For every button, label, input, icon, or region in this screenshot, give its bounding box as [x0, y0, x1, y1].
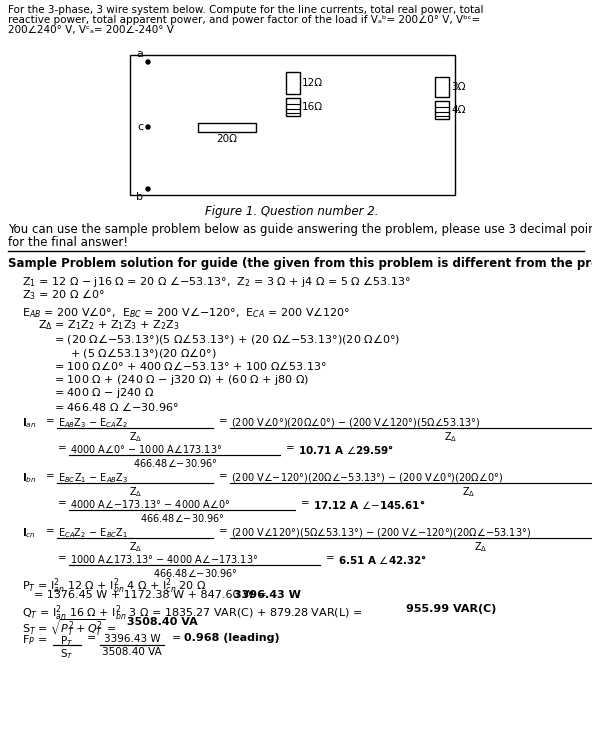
Text: =: = — [58, 553, 67, 562]
Text: = 466.48 $\Omega$ $\angle$$-$30.96°: = 466.48 $\Omega$ $\angle$$-$30.96° — [54, 399, 179, 412]
Text: Z$_3$ = 20 $\Omega$ $\angle$0°: Z$_3$ = 20 $\Omega$ $\angle$0° — [22, 288, 105, 302]
Text: =: = — [58, 442, 67, 453]
Text: =: = — [219, 525, 228, 536]
Text: = 1376.45 W + 1172.38 W + 847.60 W =: = 1376.45 W + 1172.38 W + 847.60 W = — [34, 590, 271, 600]
Text: = 100 $\Omega$ + (240 $\Omega$ $-$ j320 $\Omega$) + (60 $\Omega$ + j80 $\Omega$): = 100 $\Omega$ + (240 $\Omega$ $-$ j320 … — [54, 372, 309, 387]
Bar — [435, 101, 449, 119]
Text: 3508.40 VA: 3508.40 VA — [102, 647, 162, 657]
Text: 466.48$\angle$$-$30.96°: 466.48$\angle$$-$30.96° — [153, 567, 237, 579]
Text: 17.12 A $\angle$$-$145.61°: 17.12 A $\angle$$-$145.61° — [313, 498, 425, 510]
Text: I$_{bn}$: I$_{bn}$ — [22, 471, 37, 485]
Text: I$_{cn}$: I$_{cn}$ — [22, 525, 36, 540]
Text: 955.99 VAR(C): 955.99 VAR(C) — [406, 604, 496, 614]
Text: =: = — [326, 553, 334, 562]
Text: 3Ω: 3Ω — [451, 82, 465, 92]
Text: Z$_\Delta$: Z$_\Delta$ — [445, 430, 458, 443]
Text: =: = — [286, 442, 295, 453]
Bar — [435, 77, 449, 97]
Text: =: = — [58, 498, 67, 508]
Text: 12Ω: 12Ω — [302, 78, 323, 88]
Circle shape — [146, 60, 150, 64]
Text: F$_P$ =: F$_P$ = — [22, 633, 49, 646]
Text: (200 V$\angle$0°)(20$\Omega$$\angle$0°) $-$ (200 V$\angle$120°)(5$\Omega$$\angle: (200 V$\angle$0°)(20$\Omega$$\angle$0°) … — [231, 416, 481, 429]
Text: (200 V$\angle$120°)(5$\Omega$$\angle$53.13°) $-$ (200 V$\angle$$-$120°)(20$\Omeg: (200 V$\angle$120°)(5$\Omega$$\angle$53.… — [231, 525, 531, 539]
Text: S$_T$ = $\sqrt{P_T^2 + Q_T^2}$ =: S$_T$ = $\sqrt{P_T^2 + Q_T^2}$ = — [22, 618, 118, 637]
Text: =: = — [219, 471, 228, 481]
Text: 6.51 A $\angle$42.32°: 6.51 A $\angle$42.32° — [338, 553, 427, 565]
Text: 200∠240° V, Vᶜₐ= 200∠-240° V: 200∠240° V, Vᶜₐ= 200∠-240° V — [8, 25, 174, 35]
Text: 10.71 A $\angle$29.59°: 10.71 A $\angle$29.59° — [298, 442, 394, 456]
Text: reactive power, total apparent power, and power factor of the load if Vₐᵇ= 200∠0: reactive power, total apparent power, an… — [8, 15, 480, 25]
Text: Z$_\Delta$: Z$_\Delta$ — [462, 485, 475, 498]
Text: 0.968 (leading): 0.968 (leading) — [184, 633, 279, 643]
Text: for the final answer!: for the final answer! — [8, 236, 128, 249]
Text: = 100 $\Omega$$\angle$0° + 400 $\Omega$$\angle$$-$53.13° + 100 $\Omega$$\angle$5: = 100 $\Omega$$\angle$0° + 400 $\Omega$$… — [54, 359, 327, 372]
Text: For the 3-phase, 3 wire system below. Compute for the line currents, total real : For the 3-phase, 3 wire system below. Co… — [8, 5, 484, 15]
Text: 3396.43 W: 3396.43 W — [234, 590, 301, 600]
Text: b: b — [136, 192, 143, 202]
Circle shape — [146, 187, 150, 191]
Text: + (5 $\Omega$$\angle$53.13°)(20 $\Omega$$\angle$0°): + (5 $\Omega$$\angle$53.13°)(20 $\Omega$… — [70, 346, 217, 359]
Text: Z$_\Delta$: Z$_\Delta$ — [129, 540, 142, 553]
Text: =: = — [172, 633, 181, 643]
Text: Z$_\Delta$: Z$_\Delta$ — [129, 430, 142, 443]
Circle shape — [146, 125, 150, 129]
Text: E$_{CA}$Z$_2$ $-$ E$_{BC}$Z$_1$: E$_{CA}$Z$_2$ $-$ E$_{BC}$Z$_1$ — [58, 525, 128, 540]
Text: 1000 A$\angle$173.13° $-$ 4000 A$\angle$$-$173.13°: 1000 A$\angle$173.13° $-$ 4000 A$\angle$… — [70, 553, 258, 565]
Text: 4000 A$\angle$0° $-$ 1000 A$\angle$173.13°: 4000 A$\angle$0° $-$ 1000 A$\angle$173.1… — [70, 442, 222, 455]
Text: Z$_1$ = 12 $\Omega$ $-$ j16 $\Omega$ = 20 $\Omega$ $\angle$$-$53.13°,  Z$_2$ = 3: Z$_1$ = 12 $\Omega$ $-$ j16 $\Omega$ = 2… — [22, 274, 411, 289]
Text: =: = — [301, 498, 310, 508]
Text: =: = — [219, 416, 228, 426]
Text: 3508.40 VA: 3508.40 VA — [127, 618, 198, 627]
Text: =: = — [46, 416, 54, 426]
Bar — [286, 98, 300, 116]
Bar — [286, 72, 300, 94]
Text: =: = — [46, 471, 54, 481]
Text: I$_{an}$: I$_{an}$ — [22, 416, 37, 430]
Text: =: = — [87, 633, 96, 643]
Text: You can use the sample problem below as guide answering the problem, please use : You can use the sample problem below as … — [8, 223, 592, 236]
Text: = 400 $\Omega$ $-$ j240 $\Omega$: = 400 $\Omega$ $-$ j240 $\Omega$ — [54, 386, 155, 400]
Text: P$_T$: P$_T$ — [60, 633, 73, 648]
Text: c: c — [137, 122, 143, 132]
Text: Sample Problem solution for guide (the given from this problem is different from: Sample Problem solution for guide (the g… — [8, 257, 592, 270]
Text: E$_{BC}$Z$_1$ $-$ E$_{AB}$Z$_3$: E$_{BC}$Z$_1$ $-$ E$_{AB}$Z$_3$ — [58, 471, 128, 485]
Text: 4000 A$\angle$$-$173.13° $-$ 4000 A$\angle$0°: 4000 A$\angle$$-$173.13° $-$ 4000 A$\ang… — [70, 498, 230, 510]
Text: Z$_\Delta$: Z$_\Delta$ — [474, 540, 488, 553]
Text: 3396.43 W: 3396.43 W — [104, 633, 160, 644]
Text: S$_T$: S$_T$ — [60, 647, 74, 661]
Text: 20Ω: 20Ω — [217, 134, 237, 143]
Text: 466.48$\angle$$-$30.96°: 466.48$\angle$$-$30.96° — [140, 512, 225, 524]
Text: E$_{AB}$Z$_3$ $-$ E$_{CA}$Z$_2$: E$_{AB}$Z$_3$ $-$ E$_{CA}$Z$_2$ — [58, 416, 128, 430]
Text: Figure 1. Question number 2.: Figure 1. Question number 2. — [205, 205, 379, 218]
Text: E$_{AB}$ = 200 V$\angle$0°,  E$_{BC}$ = 200 V$\angle$$-$120°,  E$_{CA}$ = 200 V$: E$_{AB}$ = 200 V$\angle$0°, E$_{BC}$ = 2… — [22, 305, 350, 320]
Text: =: = — [46, 525, 54, 536]
Text: 466.48$\angle$$-$30.96°: 466.48$\angle$$-$30.96° — [133, 457, 217, 469]
Text: Q$_T$ = I$^2_{an}$ 16 $\Omega$ + I$^2_{bn}$ 3 $\Omega$ = 1835.27 VAR(C) + 879.28: Q$_T$ = I$^2_{an}$ 16 $\Omega$ + I$^2_{b… — [22, 604, 363, 624]
Text: (200 V$\angle$$-$120°)(20$\Omega$$\angle$$-$53.13°) $-$ (200 V$\angle$0°)(20$\Om: (200 V$\angle$$-$120°)(20$\Omega$$\angle… — [231, 471, 503, 484]
Bar — [130, 55, 455, 195]
Text: Z$_\Delta$: Z$_\Delta$ — [129, 485, 142, 498]
Text: a: a — [136, 49, 143, 59]
Text: 4Ω: 4Ω — [451, 105, 465, 115]
Bar — [198, 122, 256, 131]
Text: Z$_\Delta$ = Z$_1$Z$_2$ + Z$_1$Z$_3$ + Z$_2$Z$_3$: Z$_\Delta$ = Z$_1$Z$_2$ + Z$_1$Z$_3$ + Z… — [38, 319, 179, 332]
Text: P$_T$ = I$^2_{an}$ 12 $\Omega$ + I$^2_{bn}$ 4 $\Omega$ + I$^2_{cn}$ 20 $\Omega$: P$_T$ = I$^2_{an}$ 12 $\Omega$ + I$^2_{b… — [22, 577, 207, 596]
Text: = (20 $\Omega$$\angle$$-$53.13°)(5 $\Omega$$\angle$53.13°) + (20 $\Omega$$\angle: = (20 $\Omega$$\angle$$-$53.13°)(5 $\Ome… — [54, 332, 400, 346]
Text: 16Ω: 16Ω — [302, 102, 323, 112]
